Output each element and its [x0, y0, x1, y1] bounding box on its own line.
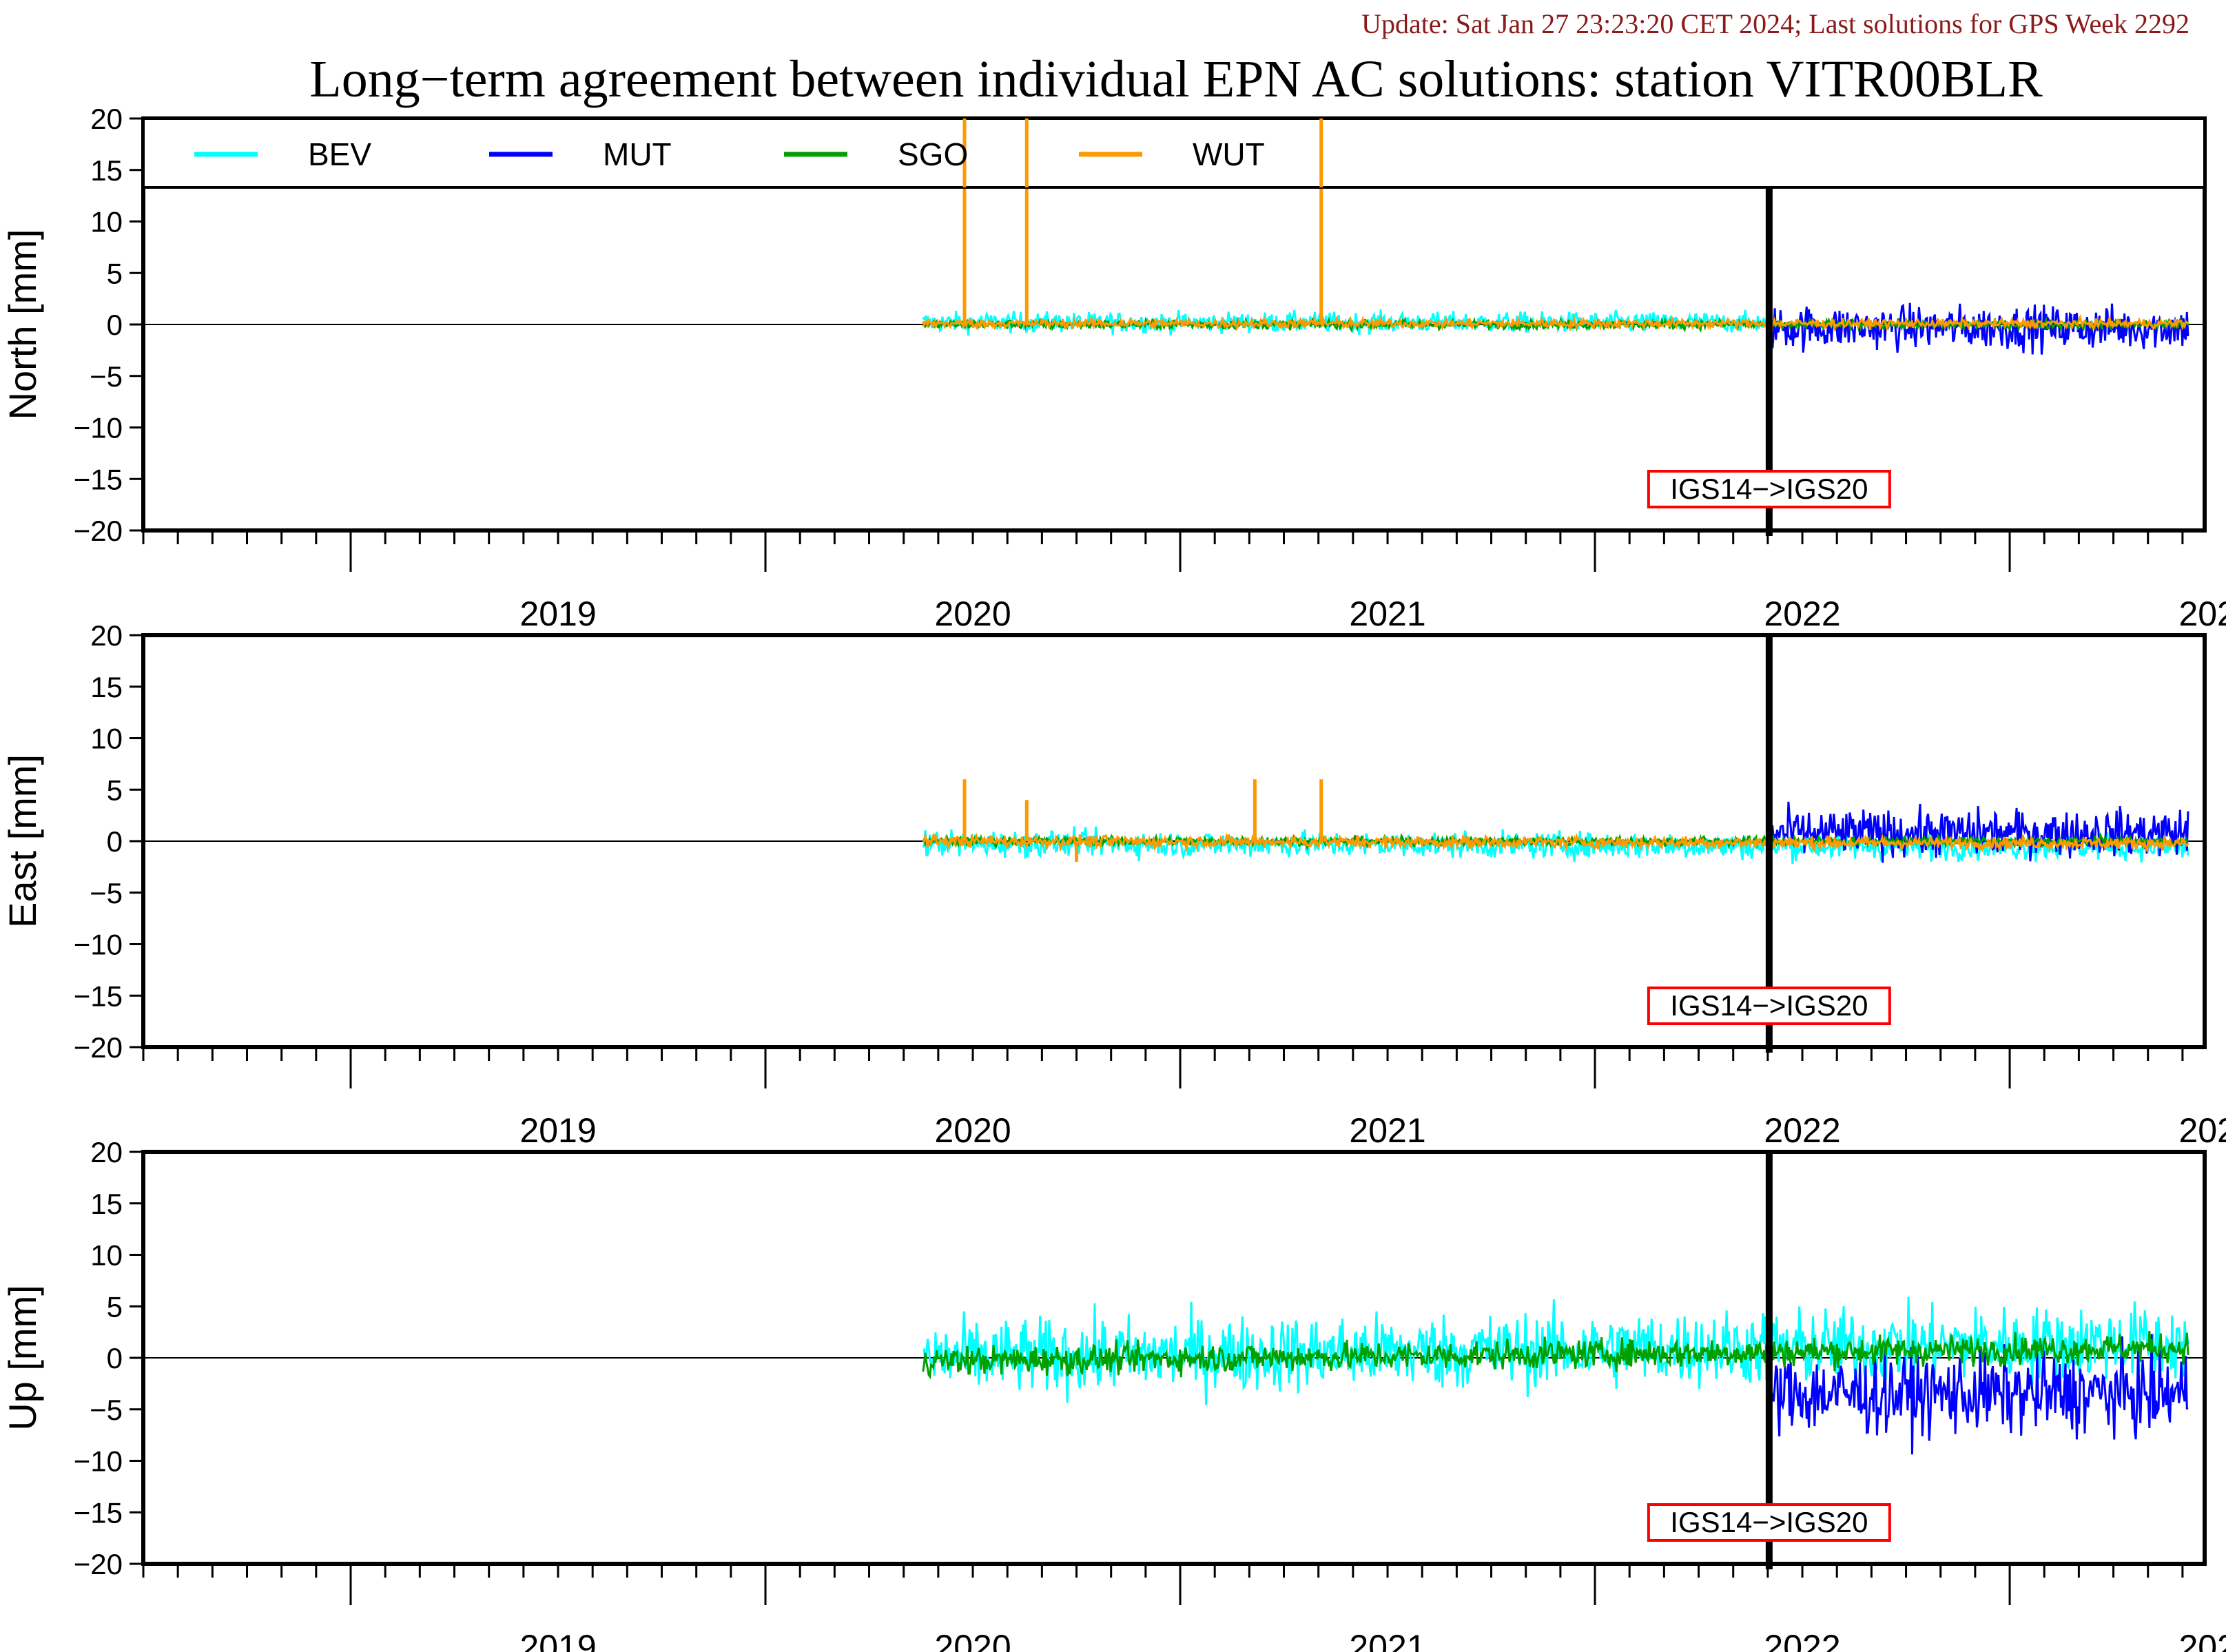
x-tick-label: 2022 [1764, 595, 1840, 633]
y-axis-label: Up [mm] [1, 1285, 44, 1431]
panel-up: 20 15 10 5 0 −5 −10 −15 −20 2019 2020 2021 2022 2023 U… [1, 1136, 2226, 1652]
series-line-bev [922, 826, 2189, 865]
legend-label-sgo: SGO [898, 136, 968, 172]
y-tick-label: 5 [107, 257, 123, 289]
x-tick-label: 2023 [2178, 595, 2226, 633]
x-tick-label: 2020 [934, 595, 1011, 633]
x-tick-label: 2019 [519, 1628, 596, 1652]
legend-label-bev: BEV [308, 136, 371, 172]
y-tick-label: −10 [74, 412, 123, 444]
y-tick-label: 0 [107, 1342, 123, 1374]
y-tick-label: −15 [74, 463, 123, 495]
x-tick-label: 2021 [1349, 1111, 1425, 1150]
series-line-wut [922, 313, 2189, 332]
x-tick-label: 2019 [519, 1111, 596, 1150]
y-tick-label: 10 [90, 206, 123, 238]
annotation-label: IGS14−>IGS20 [1670, 989, 1868, 1022]
y-tick-label: 20 [90, 103, 123, 135]
x-tick-label: 2023 [2178, 1628, 2226, 1652]
y-tick-label: −10 [74, 1445, 123, 1478]
x-tick-label: 2022 [1764, 1628, 1840, 1652]
panel-east: 20 15 10 5 0 −5 −10 −15 −20 2019 2020 2021 2022 2023 E… [1, 619, 2226, 1150]
x-tick-label: 2019 [519, 595, 596, 633]
y-tick-label: 5 [107, 774, 123, 806]
series-line-mut [1768, 302, 2189, 355]
y-axis-label: North [mm] [1, 229, 44, 420]
x-tick-label: 2020 [934, 1628, 1011, 1652]
chart-title: Long−term agreement between individual E… [309, 50, 2043, 108]
y-tick-label: 15 [90, 671, 123, 703]
y-tick-label: −20 [74, 515, 123, 547]
annotation-box [1647, 470, 1891, 508]
y-tick-label: 10 [90, 1239, 123, 1272]
annotation-box [1647, 987, 1891, 1025]
y-tick-label: −20 [74, 1548, 123, 1580]
y-tick-label: −5 [90, 877, 123, 909]
update-text: Update: Sat Jan 27 23:23:20 CET 2024; La… [1361, 8, 2189, 39]
legend-label-mut: MUT [603, 136, 672, 172]
x-tick-label: 2022 [1764, 1111, 1840, 1150]
series-line-mut [1768, 1334, 2189, 1455]
y-tick-label: −20 [74, 1031, 123, 1064]
y-tick-label: 15 [90, 154, 123, 187]
y-tick-label: 10 [90, 723, 123, 755]
x-tick-label: 2021 [1349, 595, 1425, 633]
x-tick-label: 2021 [1349, 1628, 1425, 1652]
y-tick-label: −5 [90, 360, 123, 393]
x-tick-label: 2020 [934, 1111, 1011, 1150]
y-tick-label: 0 [107, 825, 123, 858]
y-tick-label: 15 [90, 1188, 123, 1220]
legend-label-wut: WUT [1193, 136, 1265, 172]
y-axis-label: East [mm] [1, 754, 44, 928]
y-tick-label: 20 [90, 619, 123, 652]
y-tick-label: 0 [107, 309, 123, 341]
y-tick-label: −10 [74, 929, 123, 961]
series-line-sgo [922, 1330, 2189, 1380]
annotation-label: IGS14−>IGS20 [1670, 473, 1868, 505]
legend-box [142, 117, 2206, 189]
panel-north: 20 15 10 5 0 −5 −10 −15 −20 2019 2020 2021 2022 2023 N… [1, 103, 2226, 633]
y-tick-label: −15 [74, 1496, 123, 1529]
y-tick-label: −5 [90, 1394, 123, 1426]
panels: 20151050−5−10−15−2020192020202120222023N… [1, 103, 2226, 1652]
series-line-sgo [922, 316, 2189, 333]
annotation-box [1647, 1503, 1891, 1542]
y-tick-label: 5 [107, 1290, 123, 1323]
legend: BEV MUT SGO WUT [142, 117, 2206, 189]
y-tick-label: −15 [74, 980, 123, 1012]
x-tick-label: 2023 [2178, 1111, 2226, 1150]
y-tick-label: 20 [90, 1136, 123, 1168]
series-line-wut [922, 832, 2189, 854]
annotation-label: IGS14−>IGS20 [1670, 1506, 1868, 1538]
